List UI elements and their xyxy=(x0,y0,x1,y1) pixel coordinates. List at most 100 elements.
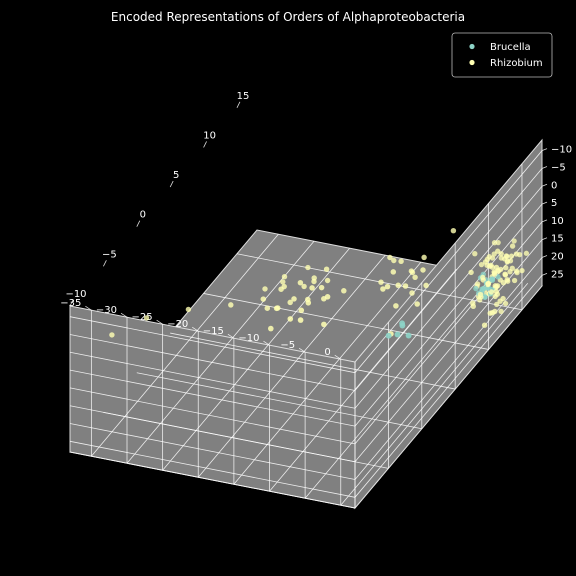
tick-label-y: −5 xyxy=(280,340,295,351)
tick-mark-x xyxy=(137,221,140,227)
tick-mark-z xyxy=(542,166,547,168)
data-point-rhizobium xyxy=(494,289,499,294)
tick-label-y: −20 xyxy=(167,319,188,330)
tick-label-y: −10 xyxy=(238,333,259,344)
data-point-rhizobium xyxy=(275,305,281,311)
data-point-rhizobium xyxy=(482,322,487,327)
data-point-rhizobium xyxy=(403,283,409,289)
data-point-rhizobium xyxy=(412,275,417,280)
legend-marker-brucella xyxy=(469,44,474,49)
data-point-rhizobium xyxy=(510,266,515,271)
tick-label-z: 25 xyxy=(551,269,564,280)
tick-mark-z xyxy=(542,273,547,275)
data-point-rhizobium xyxy=(498,309,503,314)
tick-mark-z xyxy=(542,220,547,222)
data-point-rhizobium xyxy=(144,315,149,320)
data-point-rhizobium xyxy=(325,294,331,300)
data-point-rhizobium xyxy=(298,317,304,323)
tick-label-x: 5 xyxy=(173,170,179,181)
tick-label-y: 0 xyxy=(324,347,330,358)
data-point-rhizobium xyxy=(486,281,491,286)
data-point-rhizobium xyxy=(311,275,316,280)
data-point-brucella xyxy=(481,286,486,291)
tick-label-x: 0 xyxy=(140,210,146,221)
tick-label-x: 10 xyxy=(203,130,216,141)
data-point-rhizobium xyxy=(261,296,267,302)
tick-label-z: 10 xyxy=(551,216,564,227)
data-point-rhizobium xyxy=(265,305,271,311)
data-point-rhizobium xyxy=(341,288,347,294)
data-point-rhizobium xyxy=(414,301,420,307)
legend: Brucella Rhizobium xyxy=(452,33,552,77)
tick-mark-x xyxy=(204,141,207,147)
tick-label-z: 0 xyxy=(551,180,557,191)
data-point-rhizobium xyxy=(186,307,191,312)
data-point-rhizobium xyxy=(325,278,330,283)
tick-label-y: −30 xyxy=(96,305,117,316)
tick-mark-x xyxy=(170,181,173,187)
data-point-rhizobium xyxy=(519,268,524,273)
data-point-rhizobium xyxy=(483,259,488,264)
data-point-rhizobium xyxy=(500,296,505,301)
data-point-rhizobium xyxy=(262,286,267,291)
tick-mark-z xyxy=(542,149,547,151)
data-point-rhizobium xyxy=(512,238,517,243)
data-point-rhizobium xyxy=(468,270,473,275)
data-point-rhizobium xyxy=(385,284,391,290)
data-point-rhizobium xyxy=(378,279,383,284)
data-point-rhizobium xyxy=(393,303,399,309)
data-point-rhizobium xyxy=(391,269,397,275)
data-point-rhizobium xyxy=(499,251,504,256)
data-point-rhizobium xyxy=(510,243,515,248)
data-point-brucella xyxy=(399,323,405,329)
data-point-rhizobium xyxy=(487,264,492,269)
data-point-brucella xyxy=(395,332,401,338)
tick-label-z: −5 xyxy=(551,163,566,174)
tick-mark-z xyxy=(542,184,547,186)
data-point-rhizobium xyxy=(489,289,494,294)
tick-label-y: −25 xyxy=(131,312,152,323)
data-point-rhizobium xyxy=(398,259,403,264)
tick-label-z: 5 xyxy=(551,198,557,209)
data-point-rhizobium xyxy=(505,277,510,282)
data-point-rhizobium xyxy=(502,272,507,277)
data-point-rhizobium xyxy=(387,255,392,260)
tick-mark-z xyxy=(542,238,547,240)
data-point-rhizobium xyxy=(423,283,429,289)
tick-label-x: −5 xyxy=(102,249,117,260)
tick-mark-z xyxy=(542,256,547,258)
data-point-rhizobium xyxy=(409,268,414,273)
tick-mark-x xyxy=(103,260,106,266)
tick-label-y: −15 xyxy=(203,326,224,337)
data-point-brucella xyxy=(490,276,495,281)
data-point-brucella xyxy=(386,333,392,339)
data-point-rhizobium xyxy=(421,255,426,260)
data-point-rhizobium xyxy=(282,274,287,279)
data-point-rhizobium xyxy=(478,292,483,297)
data-point-rhizobium xyxy=(409,290,415,296)
data-point-rhizobium xyxy=(472,251,477,256)
legend-label-brucella: Brucella xyxy=(490,42,531,53)
data-point-rhizobium xyxy=(480,275,485,280)
tick-label-z: 15 xyxy=(551,234,564,245)
data-point-rhizobium xyxy=(288,316,294,322)
tick-label-z: 20 xyxy=(551,252,564,263)
data-point-rhizobium xyxy=(299,308,305,314)
data-point-rhizobium xyxy=(280,279,285,284)
data-point-rhizobium xyxy=(514,251,519,256)
data-point-rhizobium xyxy=(490,310,495,315)
data-point-rhizobium xyxy=(494,265,499,270)
data-point-rhizobium xyxy=(451,228,456,233)
data-point-rhizobium xyxy=(503,301,508,306)
data-point-rhizobium xyxy=(306,300,312,306)
legend-frame xyxy=(452,33,552,77)
data-point-rhizobium xyxy=(228,302,233,307)
data-point-rhizobium xyxy=(324,266,329,271)
data-point-rhizobium xyxy=(420,267,425,272)
data-point-rhizobium xyxy=(309,285,315,291)
data-point-rhizobium xyxy=(268,326,274,332)
chart-title: Encoded Representations of Orders of Alp… xyxy=(111,10,465,24)
data-point-rhizobium xyxy=(395,283,401,289)
